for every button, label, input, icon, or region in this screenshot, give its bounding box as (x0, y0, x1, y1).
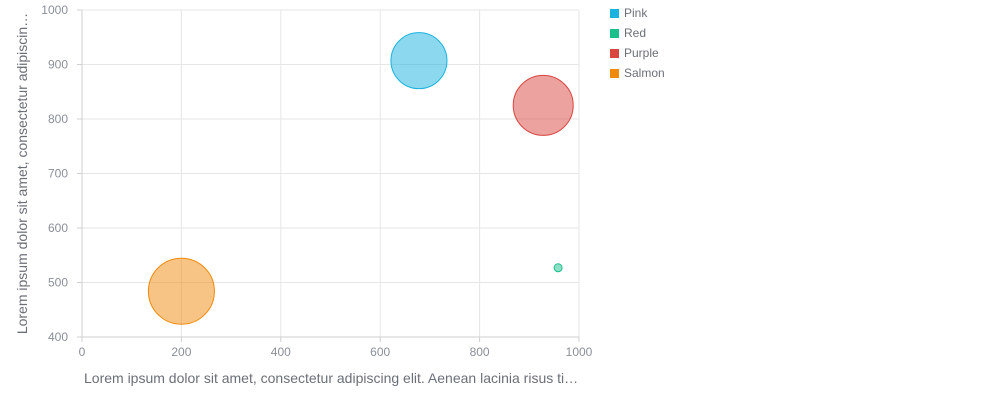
y-tick-label: 800 (48, 112, 68, 126)
legend-label: Pink (624, 6, 648, 20)
legend-swatch (610, 68, 619, 78)
legend-item-purple[interactable]: Purple (610, 43, 665, 63)
bubble-purple[interactable] (512, 74, 574, 136)
axes (77, 9, 580, 342)
x-tick-label: 400 (271, 345, 291, 359)
x-tick-label: 200 (171, 345, 191, 359)
x-tick-label: 1000 (566, 345, 593, 359)
legend-label: Red (624, 26, 647, 40)
x-tick-label: 800 (470, 345, 490, 359)
y-axis-title: Lorem ipsum dolor sit amet, consectetur … (14, 13, 30, 334)
bubbles (147, 32, 574, 325)
y-tick-label: 900 (48, 58, 68, 72)
legend-swatch (610, 8, 619, 18)
x-tick-label: 0 (79, 345, 86, 359)
legend: Pink Red Purple Salmon (610, 3, 665, 83)
y-tick-label: 600 (48, 221, 68, 235)
bubble-pink[interactable] (390, 32, 448, 90)
y-tick-label: 500 (48, 276, 68, 290)
legend-swatch (610, 28, 619, 38)
bubble-red[interactable] (553, 263, 563, 273)
legend-swatch (610, 48, 619, 58)
bubble-salmon[interactable] (147, 257, 215, 325)
y-tick-label: 700 (48, 167, 68, 181)
legend-item-salmon[interactable]: Salmon (610, 63, 665, 83)
legend-label: Salmon (624, 66, 665, 80)
x-tick-label: 600 (370, 345, 390, 359)
legend-item-pink[interactable]: Pink (610, 3, 665, 23)
tick-labels: 0 200 400 600 800 1000 400 500 600 700 800 900 1000 (41, 3, 592, 359)
legend-item-red[interactable]: Red (610, 23, 665, 43)
y-tick-label: 1000 (41, 3, 68, 17)
x-axis-title: Lorem ipsum dolor sit amet, consectetur … (84, 370, 578, 386)
y-tick-label: 400 (48, 330, 68, 344)
legend-label: Purple (624, 46, 659, 60)
